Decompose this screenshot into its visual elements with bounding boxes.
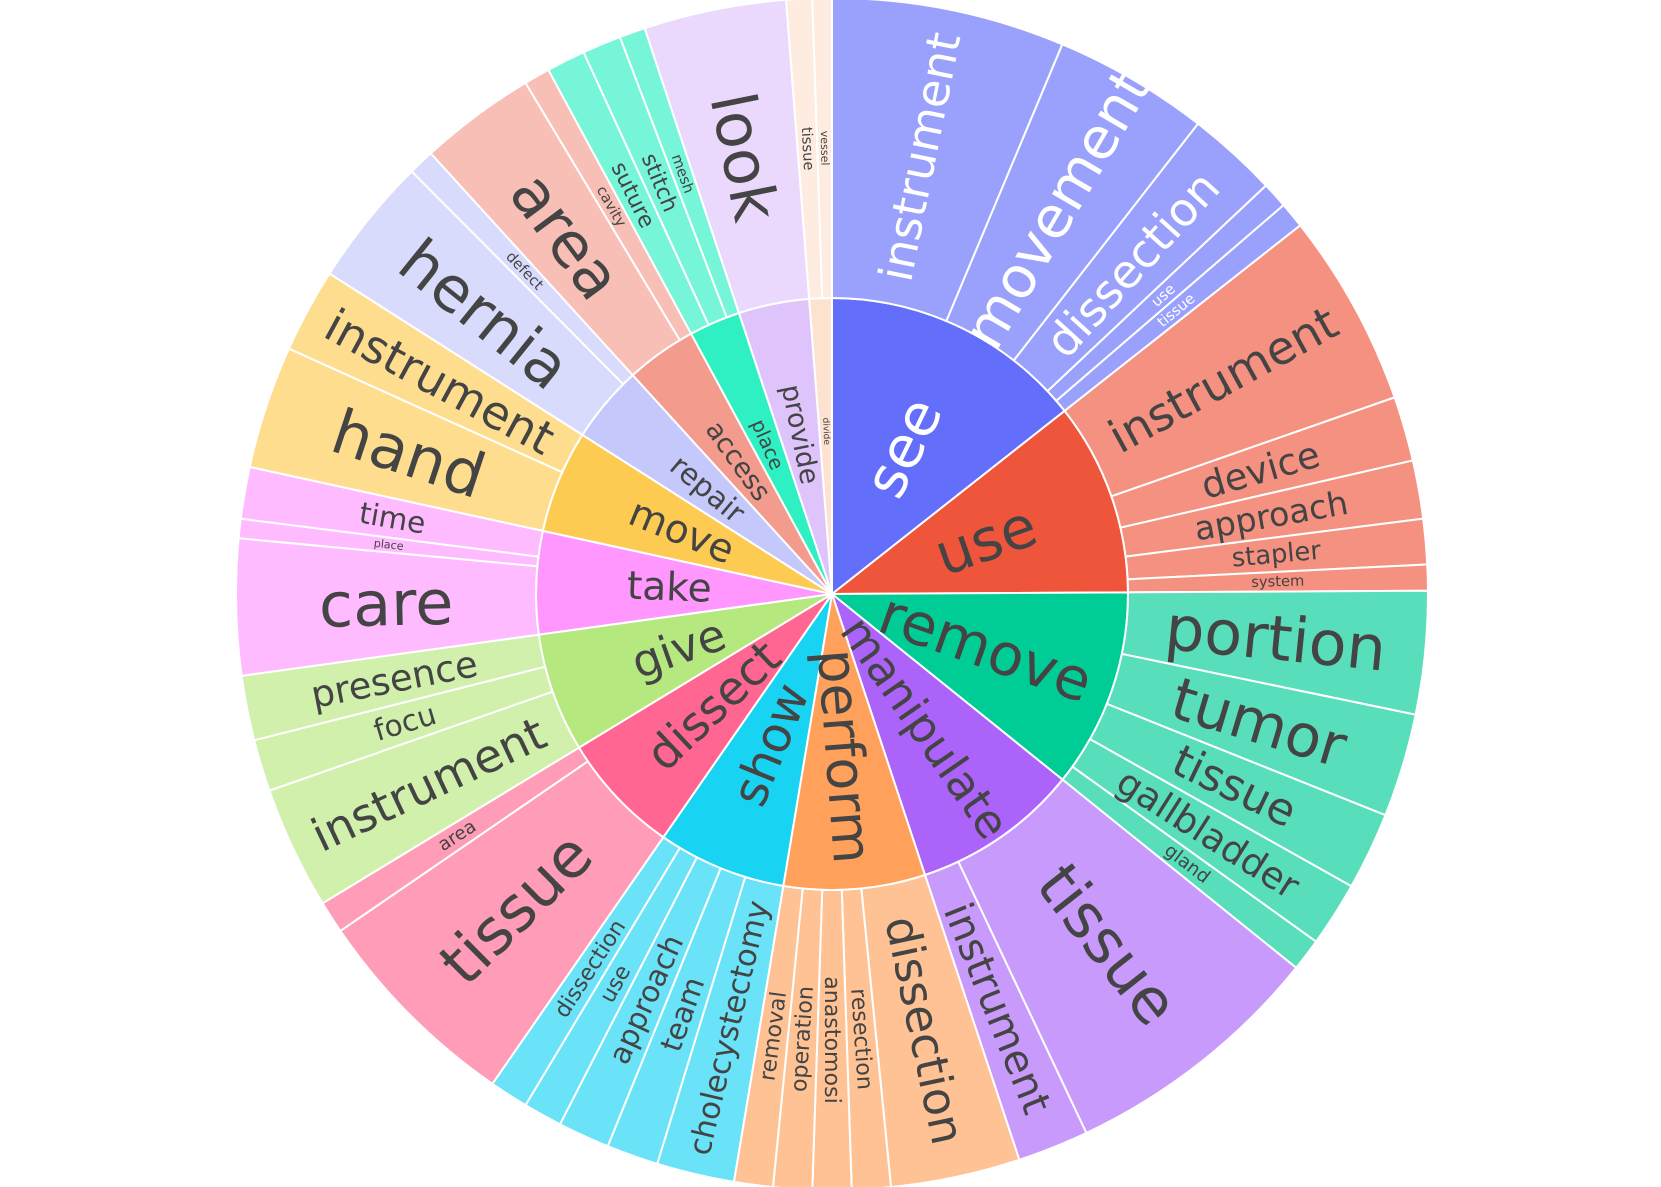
outer-label-divide-vessel: vessel bbox=[818, 131, 832, 166]
outer-label-divide-tissue: tissue bbox=[798, 127, 817, 171]
outer-ring bbox=[235, 0, 1429, 1187]
outer-segment-divide-vessel[interactable] bbox=[811, 0, 833, 300]
inner-label-divide: divide bbox=[820, 417, 831, 445]
inner-label-take: take bbox=[626, 564, 712, 612]
outer-segment-perform-dissection[interactable] bbox=[860, 873, 1021, 1187]
outer-label-use-system: system bbox=[1251, 572, 1305, 590]
outer-label-take-care: care bbox=[318, 566, 454, 642]
outer-segment-provide-look[interactable] bbox=[643, 0, 811, 315]
outer-label-perform-anastomosi: anastomosi bbox=[819, 976, 845, 1103]
outer-label-take-place: place bbox=[373, 537, 404, 553]
